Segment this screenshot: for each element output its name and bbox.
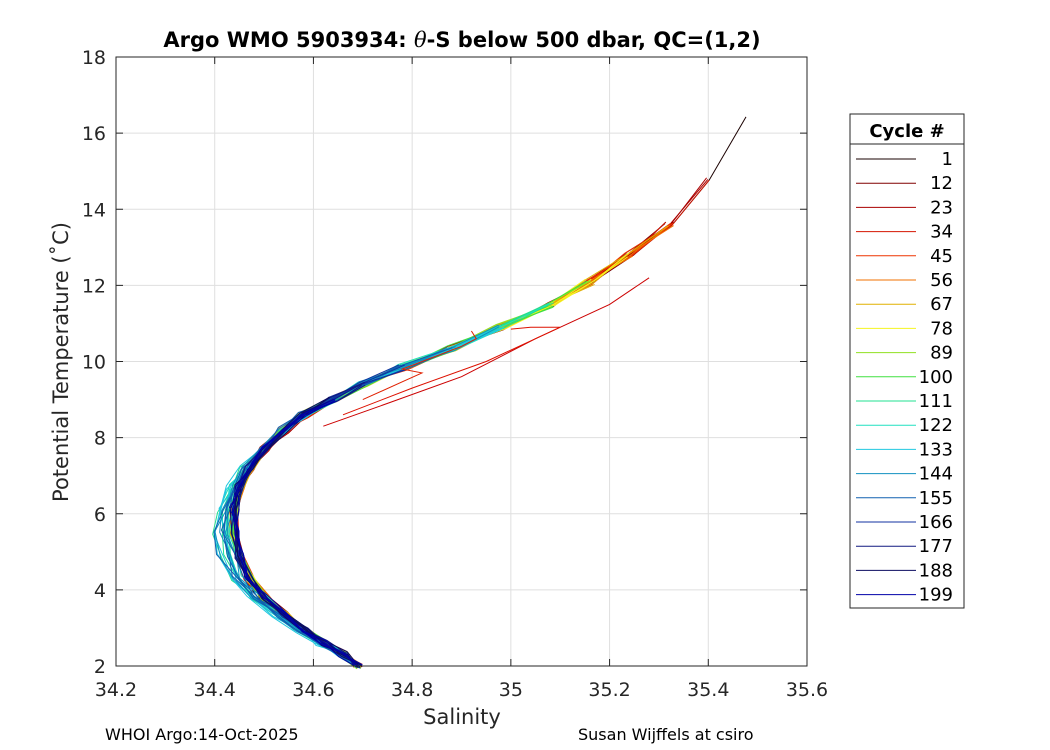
legend-label: 1: [942, 149, 953, 170]
x-tick-label: 35.6: [786, 679, 828, 701]
outlier-line: [362, 330, 478, 401]
y-tick-label: 14: [82, 199, 106, 221]
legend-label: 155: [919, 488, 953, 509]
x-tick-label: 34.4: [194, 679, 236, 701]
chart-title: Argo WMO 5903934: θ-S below 500 dbar, QC…: [163, 28, 760, 52]
legend-label: 56: [930, 270, 953, 291]
y-tick-label: 10: [82, 352, 106, 374]
outlier-line: [342, 326, 561, 416]
series-lines: [212, 116, 747, 670]
x-tick-label: 35.2: [588, 679, 630, 701]
y-tick-label: 8: [94, 428, 106, 450]
legend-label: 166: [919, 512, 953, 533]
legend-label: 144: [919, 464, 953, 485]
y-tick-label: 18: [82, 47, 106, 69]
legend-label: 100: [919, 367, 953, 388]
legend-label: 23: [930, 197, 953, 218]
chart-title-suffix: -S below 500 dbar, QC=(1,2): [427, 28, 761, 52]
legend-title: Cycle #: [869, 121, 944, 142]
axis-ticks: 34.2 34.4 34.6 34.8 35 35.2 35.4 35.6 2 4 6 8 10 12 14…: [82, 47, 828, 701]
legend-box: [849, 113, 965, 609]
series-line: [229, 398, 360, 667]
legend-label: 12: [930, 173, 953, 194]
legend: Cycle # 1 12 23 34 45 56 67 78 89 100 111 122 133 144…: [849, 113, 965, 609]
legend-label: 67: [930, 294, 953, 315]
series-line: [234, 401, 358, 668]
y-axis-label: Potential Temperature (˚C): [49, 222, 73, 502]
x-tick-label: 35: [499, 679, 523, 701]
footer-credit: Susan Wijffels at csiro: [578, 725, 754, 744]
chart-title-theta: θ: [414, 28, 427, 52]
footer-source: WHOI Argo:14-Oct-2025: [105, 725, 299, 744]
y-tick-label: 4: [94, 580, 106, 602]
series-line: [226, 347, 448, 664]
legend-label: 45: [930, 246, 953, 267]
y-tick-label: 6: [94, 504, 106, 526]
y-tick-label: 2: [94, 656, 106, 678]
chart-title-prefix: Argo WMO 5903934:: [163, 28, 414, 52]
legend-label: 188: [919, 560, 953, 581]
legend-label: 133: [919, 439, 953, 460]
x-tick-label: 34.8: [391, 679, 433, 701]
x-tick-label: 35.4: [687, 679, 729, 701]
legend-label: 111: [919, 391, 953, 412]
x-tick-label: 34.2: [95, 679, 137, 701]
legend-entries: 1 12 23 34 45 56 67 78 89 100 111 122 133 144 155 166 17…: [856, 149, 953, 606]
y-tick-label: 16: [82, 123, 106, 145]
legend-label: 122: [919, 415, 953, 436]
legend-label: 34: [930, 222, 953, 243]
legend-label: 89: [930, 343, 953, 364]
legend-label: 199: [919, 585, 953, 606]
x-axis-label: Salinity: [423, 705, 501, 729]
y-tick-label: 12: [82, 275, 106, 297]
outlier-line: [323, 277, 650, 427]
legend-label: 78: [930, 318, 953, 339]
x-tick-label: 34.6: [292, 679, 334, 701]
legend-label: 177: [919, 536, 953, 557]
